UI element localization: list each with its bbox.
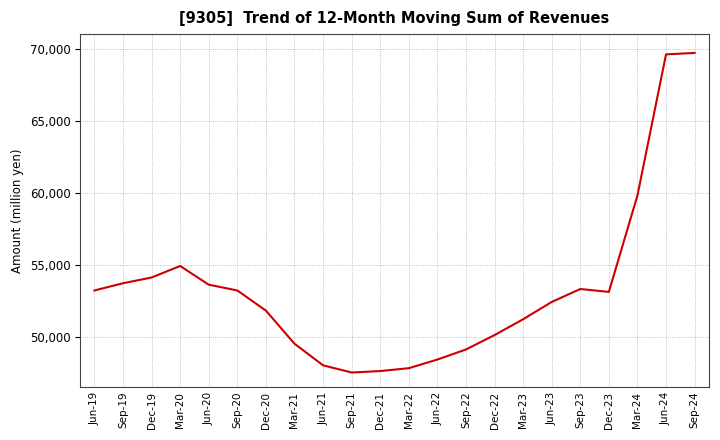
Title: [9305]  Trend of 12-Month Moving Sum of Revenues: [9305] Trend of 12-Month Moving Sum of R… bbox=[179, 11, 610, 26]
Y-axis label: Amount (million yen): Amount (million yen) bbox=[11, 148, 24, 273]
